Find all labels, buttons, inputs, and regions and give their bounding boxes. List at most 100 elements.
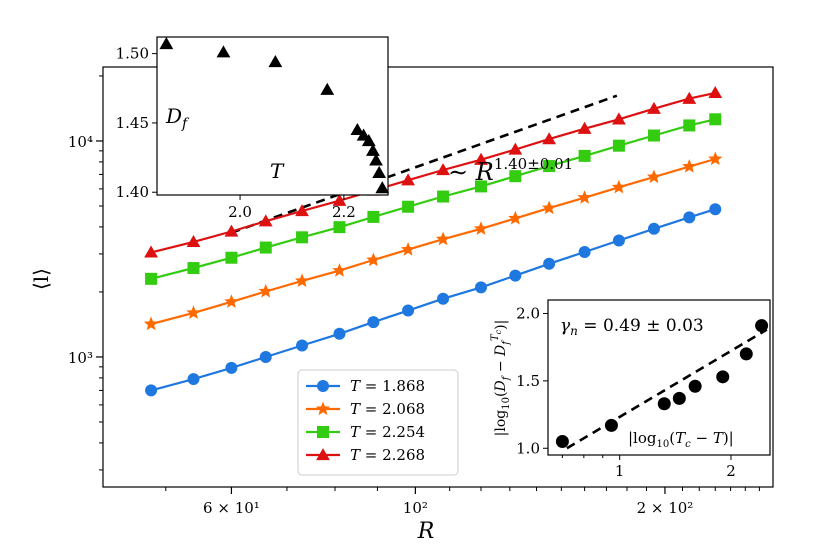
main-x-tick-label: 10² bbox=[403, 499, 428, 517]
inset2-data-point bbox=[555, 435, 569, 449]
main-x-axis-label: R bbox=[417, 519, 435, 544]
data-point bbox=[367, 316, 380, 329]
data-point bbox=[333, 327, 346, 340]
inset-x-label-tc: T bbox=[675, 429, 686, 447]
inset-y-label-e: )| bbox=[493, 320, 509, 330]
inset-y-label-f2: f bbox=[501, 339, 512, 346]
inset2-data-point bbox=[657, 397, 671, 411]
data-point bbox=[258, 214, 273, 227]
legend-label-var: T bbox=[350, 377, 361, 395]
inset-y-label-a: |log bbox=[493, 410, 509, 437]
main-y-axis-label: ⟨l⟩ bbox=[29, 268, 53, 290]
legend-entry: T = 1.868 bbox=[306, 377, 425, 395]
legend-label-var: T bbox=[350, 423, 361, 441]
inset1-data-point bbox=[268, 55, 283, 68]
legend-label: T = 2.268 bbox=[350, 446, 425, 464]
legend-label-value: = 2.268 bbox=[360, 446, 425, 464]
inset-top-left-points bbox=[159, 37, 390, 194]
inset2-data-point bbox=[672, 391, 686, 405]
inset1-data-point bbox=[372, 165, 387, 178]
inset-x-label-d: − bbox=[691, 429, 713, 447]
inset-bottom-right-ticks: 1 2 1.0 1.5 2.0 bbox=[516, 304, 736, 480]
data-point bbox=[143, 316, 159, 331]
legend-frame bbox=[297, 369, 459, 476]
gamma-value: = 0.49 ± 0.03 bbox=[578, 316, 704, 336]
inset-y-label-d: D bbox=[493, 380, 509, 392]
inset-y-label-c: − bbox=[493, 356, 509, 377]
inset-bottom-right-points bbox=[555, 319, 769, 449]
data-point bbox=[509, 269, 522, 282]
data-point bbox=[542, 200, 557, 215]
inset1-data-point bbox=[361, 134, 376, 147]
gamma-subscript: n bbox=[570, 324, 578, 338]
data-point bbox=[683, 211, 696, 224]
inset-x-label-t: T bbox=[713, 429, 724, 447]
inset2-y-tick-label: 2.0 bbox=[516, 304, 540, 322]
series-2 bbox=[143, 151, 723, 331]
legend-label-value: = 2.254 bbox=[360, 423, 425, 441]
scaling-annotation-base: R bbox=[475, 158, 494, 186]
data-point bbox=[611, 179, 627, 194]
data-point bbox=[709, 203, 722, 216]
inset1-data-point bbox=[159, 37, 174, 50]
gamma-annotation: γn = 0.49 ± 0.03 bbox=[560, 316, 704, 338]
data-point bbox=[186, 305, 201, 319]
inset-bottom-right-frame bbox=[547, 299, 771, 456]
inset-y-label-f: f bbox=[501, 374, 512, 381]
data-point bbox=[258, 283, 273, 298]
data-point bbox=[332, 193, 347, 206]
legend-marker bbox=[317, 380, 329, 392]
inset1-data-point bbox=[366, 143, 380, 156]
inset1-x-tick-label: 2.0 bbox=[228, 203, 252, 221]
legend-entry: T = 2.068 bbox=[306, 400, 425, 418]
data-point bbox=[401, 173, 415, 186]
data-point bbox=[437, 190, 450, 203]
data-point bbox=[294, 273, 310, 287]
inset1-data-point bbox=[350, 122, 365, 136]
main-series-group bbox=[143, 85, 723, 397]
inset-x-label-e: )| bbox=[723, 429, 734, 447]
series-3 bbox=[145, 113, 722, 285]
legend-label-value: = 2.068 bbox=[360, 400, 425, 418]
inset1-data-point bbox=[320, 82, 335, 95]
data-point bbox=[145, 272, 158, 285]
series-4 bbox=[144, 85, 723, 258]
data-point bbox=[437, 292, 450, 305]
data-point bbox=[144, 245, 158, 258]
legend-label: T = 1.868 bbox=[350, 377, 425, 395]
inset-top-left-x-label: T bbox=[270, 159, 285, 183]
inset2-data-point bbox=[688, 379, 702, 393]
data-point bbox=[646, 169, 662, 184]
inset2-data-point bbox=[755, 319, 769, 333]
legend-entry: T = 2.254 bbox=[306, 423, 425, 441]
series-1 bbox=[145, 203, 722, 397]
data-point bbox=[225, 361, 238, 374]
data-point bbox=[187, 262, 200, 275]
data-point bbox=[647, 222, 660, 235]
legend-marker bbox=[316, 448, 330, 461]
inset1-y-tick-label: 1.40 bbox=[116, 183, 149, 201]
main-x-tick-label: 2 × 10² bbox=[637, 499, 694, 517]
data-point bbox=[259, 241, 272, 254]
inset-top-left-ticks: 2.0 2.2 1.40 1.45 1.50 bbox=[116, 45, 356, 221]
data-point bbox=[332, 263, 347, 277]
data-point bbox=[474, 152, 488, 165]
inset1-data-point bbox=[216, 45, 231, 58]
data-point bbox=[509, 170, 522, 183]
scaling-guide-line bbox=[230, 94, 618, 234]
data-point bbox=[400, 242, 416, 256]
legend-marker bbox=[315, 401, 331, 416]
scaling-annotation-prefix: ∼ bbox=[448, 158, 476, 186]
data-point bbox=[682, 91, 697, 104]
data-point bbox=[647, 101, 661, 114]
inset2-y-tick-label: 1.5 bbox=[516, 372, 540, 390]
data-point bbox=[612, 112, 626, 125]
data-point bbox=[542, 132, 557, 145]
legend-label-var: T bbox=[350, 446, 361, 464]
legend-label: T = 2.068 bbox=[350, 400, 425, 418]
inset-y-label-sub: 10 bbox=[501, 397, 512, 410]
data-point bbox=[366, 252, 381, 267]
inset2-x-tick-label: 2 bbox=[726, 462, 736, 480]
